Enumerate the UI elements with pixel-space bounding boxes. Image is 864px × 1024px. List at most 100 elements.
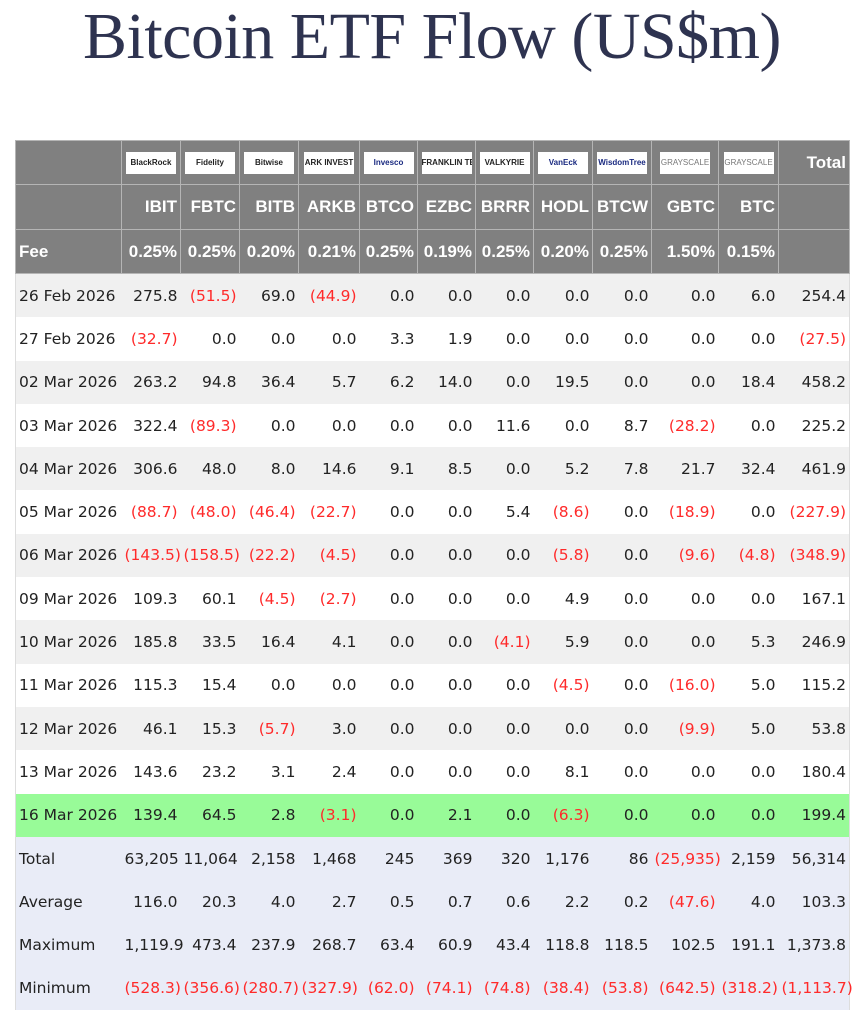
flow-value: 0.0 bbox=[389, 676, 415, 695]
flow-value: 0.0 bbox=[475, 273, 534, 318]
row-total: 53.8 bbox=[778, 706, 850, 751]
empty-header bbox=[778, 229, 850, 274]
flow-value: 0.0 bbox=[750, 329, 776, 348]
table-row: 09 Mar 2026 109.3 60.1 (4.5) (2.7) 0.0 0.0 0.0 4… bbox=[16, 577, 850, 620]
flow-value: 0.0 bbox=[211, 329, 237, 348]
flow-value: 4.1 bbox=[298, 620, 360, 664]
flow-value: 0.0 bbox=[389, 416, 415, 435]
summary-value: (47.6) bbox=[651, 880, 719, 924]
flow-value: 0.0 bbox=[475, 793, 534, 837]
summary-row: Total 63,205 11,064 2,158 1,468 245 369 320 1,17… bbox=[15, 836, 850, 881]
flow-value: 0.0 bbox=[505, 762, 531, 781]
flow-value: (22.2) bbox=[239, 533, 299, 578]
row-date: 09 Mar 2026 bbox=[19, 589, 118, 608]
flow-value: 0.0 bbox=[447, 416, 473, 435]
flow-value: 0.0 bbox=[623, 676, 649, 695]
flow-value: (48.0) bbox=[189, 503, 237, 522]
table-row: 27 Feb 2026 (32.7) 0.0 0.0 0.0 3.3 1.9 0.0 0.0 0.… bbox=[16, 317, 850, 360]
summary-value: 4.0 bbox=[239, 880, 299, 924]
issuer-logo: FRANKLIN TEMPLETON bbox=[421, 151, 472, 174]
fee-value: 0.25% bbox=[475, 229, 534, 274]
flow-value: 0.0 bbox=[447, 676, 473, 695]
flow-value: 0.0 bbox=[623, 329, 649, 348]
row-total: 246.9 bbox=[778, 620, 850, 664]
fee-value: 0.20% bbox=[533, 229, 593, 274]
summary-value: 56,314 bbox=[778, 836, 850, 881]
flow-value: 0.0 bbox=[592, 533, 652, 578]
flow-value: 0.0 bbox=[475, 360, 534, 404]
flow-value: 0.0 bbox=[417, 620, 476, 664]
row-date: 12 Mar 2026 bbox=[15, 706, 122, 751]
flow-value: 0.0 bbox=[592, 793, 652, 837]
flow-value: 0.0 bbox=[447, 762, 473, 781]
flow-value: 5.0 bbox=[750, 676, 776, 695]
flow-value: 2.8 bbox=[239, 793, 299, 837]
summary-value: 11,064 bbox=[180, 836, 240, 881]
row-date: 16 Mar 2026 bbox=[15, 793, 122, 837]
flow-value: (18.9) bbox=[668, 503, 716, 522]
summary-value: 2.2 bbox=[533, 880, 593, 924]
flow-value: (88.7) bbox=[130, 503, 178, 522]
flow-value: 14.6 bbox=[298, 447, 360, 491]
table-row: 11 Mar 2026 115.3 15.4 0.0 0.0 0.0 0.0 0.0 (4.5)… bbox=[16, 664, 850, 707]
summary-value: 103.3 bbox=[778, 880, 850, 924]
flow-value: 5.9 bbox=[533, 620, 593, 664]
row-date: 04 Mar 2026 bbox=[15, 447, 122, 491]
flow-value: 5.0 bbox=[718, 706, 779, 751]
summary-value: 2,159 bbox=[718, 836, 779, 881]
issuer-logo: GRAYSCALE bbox=[723, 151, 774, 174]
issuer-logo-cell: Invesco bbox=[359, 140, 418, 185]
summary-value: 237.9 bbox=[239, 923, 299, 967]
row-total: (27.5) bbox=[799, 329, 846, 348]
issuer-logo-cell: ARK INVEST bbox=[298, 140, 360, 185]
flow-value: 15.3 bbox=[180, 706, 240, 751]
flow-value: 0.0 bbox=[359, 273, 418, 318]
flow-value: (9.6) bbox=[651, 533, 719, 578]
issuer-logo-row: BlackRock Fidelity Bitwise ARK INVEST Invesc… bbox=[15, 140, 850, 185]
flow-value: 0.0 bbox=[623, 762, 649, 781]
issuer-logo-cell: Bitwise bbox=[239, 140, 299, 185]
flow-value: 0.0 bbox=[475, 447, 534, 491]
summary-value: 63,205 bbox=[121, 836, 181, 881]
flow-value: 36.4 bbox=[239, 360, 299, 404]
summary-value: 118.8 bbox=[533, 923, 593, 967]
summary-value: 0.5 bbox=[359, 880, 418, 924]
row-date: 05 Mar 2026 bbox=[19, 503, 118, 522]
fee-value: 0.25% bbox=[180, 229, 240, 274]
flow-value: 15.4 bbox=[201, 676, 237, 695]
summary-value: (356.6) bbox=[180, 966, 240, 1011]
fee-row: Fee 0.25% 0.25% 0.20% 0.21% 0.25% 0.19% 0.25% 0.… bbox=[15, 229, 850, 274]
flow-value: 48.0 bbox=[180, 447, 240, 491]
summary-value: (642.5) bbox=[651, 966, 719, 1011]
issuer-logo: Fidelity bbox=[185, 151, 235, 174]
fee-value: 0.15% bbox=[718, 229, 779, 274]
flow-value: 0.0 bbox=[417, 706, 476, 751]
issuer-logo-cell: FRANKLIN TEMPLETON bbox=[417, 140, 476, 185]
summary-value: 0.7 bbox=[417, 880, 476, 924]
flow-value: 5.4 bbox=[505, 503, 531, 522]
summary-value: 63.4 bbox=[359, 923, 418, 967]
flow-value: 2.1 bbox=[417, 793, 476, 837]
flow-value: (89.3) bbox=[189, 416, 237, 435]
summary-value: 473.4 bbox=[180, 923, 240, 967]
row-date: 26 Feb 2026 bbox=[15, 273, 122, 318]
issuer-logo: Bitwise bbox=[244, 151, 294, 174]
summary-value: 20.3 bbox=[180, 880, 240, 924]
issuer-logo-cell: VanEck bbox=[533, 140, 593, 185]
summary-value: (280.7) bbox=[239, 966, 299, 1011]
summary-value: (528.3) bbox=[121, 966, 181, 1011]
summary-value: 320 bbox=[475, 836, 534, 881]
flow-value: 0.0 bbox=[389, 503, 415, 522]
summary-label: Maximum bbox=[15, 923, 122, 967]
issuer-logo-cell: Fidelity bbox=[180, 140, 240, 185]
flow-value: 4.9 bbox=[564, 589, 590, 608]
flow-value: 8.0 bbox=[239, 447, 299, 491]
issuer-logo: ARK INVEST bbox=[304, 151, 354, 174]
page-title: Bitcoin ETF Flow (US$m) bbox=[82, 0, 782, 73]
row-total: 461.9 bbox=[778, 447, 850, 491]
table-row: 16 Mar 2026 139.4 64.5 2.8 (3.1) 0.0 2.1 0.0 (6.… bbox=[15, 793, 850, 837]
flow-value: 185.8 bbox=[121, 620, 181, 664]
summary-value: (62.0) bbox=[359, 966, 418, 1011]
summary-value: 1,119.9 bbox=[121, 923, 184, 967]
summary-value: 1,468 bbox=[298, 836, 360, 881]
